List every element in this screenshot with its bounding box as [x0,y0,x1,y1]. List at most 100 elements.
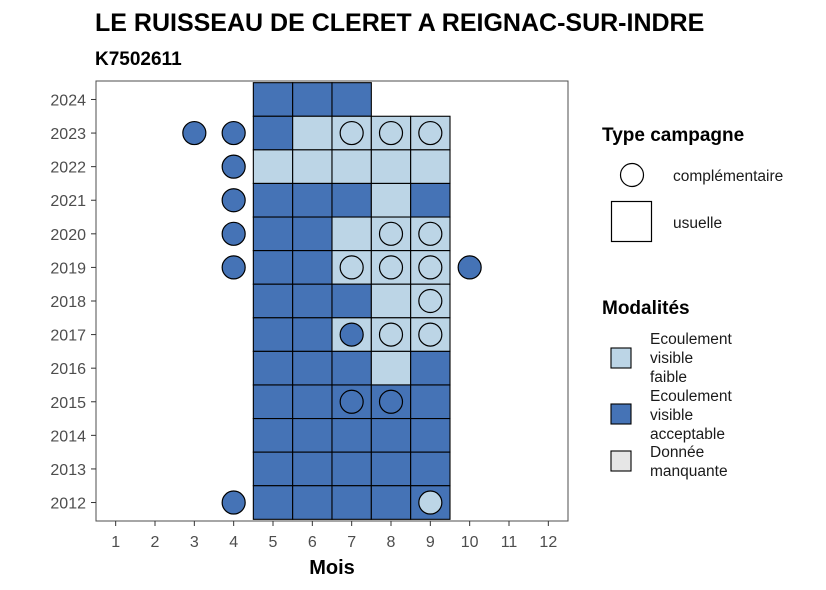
point-2012-9 [418,490,443,515]
y-tick-label-2017: 2017 [50,328,86,345]
legend-label-faible-1: Ecoulement [650,331,733,348]
tile-2023-6 [292,115,333,151]
y-tick-label-2018: 2018 [50,294,86,311]
tile-2016-5 [252,350,294,386]
tile-2013-8 [370,451,412,487]
legend-type-campagne: Type campagne complémentaire usuelle [602,125,783,243]
legend-label-manquante-1: Donnée [650,444,704,461]
legend-key-acceptable [610,403,632,425]
tile-2014-5 [252,418,294,453]
tile-2021-6 [292,182,333,218]
point-2012-4 [221,490,246,515]
x-tick-label-1: 1 [111,534,120,551]
tile-2015-6 [292,384,333,420]
tile-2012-6 [292,485,333,520]
point-2018-9 [418,288,443,314]
point-2019-10 [457,255,482,280]
tile-2022-6 [292,149,333,184]
tile-2023-5 [252,115,294,151]
legend-label-complementaire: complémentaire [673,168,783,185]
point-2019-4 [221,255,246,280]
legend-modalites-title: Modalités [602,298,690,319]
legend-label-usuelle: usuelle [673,215,722,232]
tile-2024-5 [252,82,294,117]
tile-2013-6 [292,451,333,487]
legend-label-manquante-2: manquante [650,463,728,480]
point-2023-3 [182,120,207,146]
y-tick-label-2013: 2013 [50,462,86,479]
legend-label-faible-3: faible [650,369,687,386]
tile-2022-9 [410,149,451,184]
y-tick-label-2021: 2021 [50,193,86,210]
tile-2017-6 [292,317,333,352]
tile-2015-9 [410,384,451,420]
x-axis-title: Mois [309,557,355,579]
x-tick-label-11: 11 [501,534,518,551]
x-tick-label-8: 8 [387,534,396,551]
legend-label-acceptable-2: visible [650,407,693,424]
y-tick-label-2022: 2022 [50,160,86,177]
tile-2012-7 [331,485,372,520]
point-2023-8 [378,120,404,146]
tile-2013-9 [410,451,451,487]
tile-2018-7 [331,283,372,319]
tile-2016-7 [331,350,372,386]
legend-circle-key [619,162,645,188]
legend-label-acceptable-3: acceptable [650,426,725,443]
tile-2020-6 [292,216,333,252]
tile-2016-6 [292,350,333,386]
tile-2016-8 [370,350,412,386]
tile-2024-6 [292,82,333,117]
y-tick-label-2020: 2020 [50,227,86,244]
y-tick-label-2019: 2019 [50,260,86,277]
x-tick-label-6: 6 [308,534,317,551]
tile-2012-8 [370,485,412,520]
tile-2018-8 [370,283,412,319]
x-tick-label-9: 9 [426,534,435,551]
y-axis: 2012 2013 2014 2015 2016 2017 2018 2019 2020 2021… [50,92,96,513]
tile-2016-9 [410,350,451,386]
y-tick-label-2015: 2015 [50,395,86,412]
tile-2019-6 [292,250,333,285]
tile-2020-5 [252,216,294,252]
legend-modalites: Modalités Ecoulement visible faible Ecou… [602,298,733,480]
tile-2014-8 [370,418,412,453]
tile-2022-8 [370,149,412,184]
tile-2021-9 [410,182,451,218]
point-2017-7 [339,322,364,347]
tile-2019-5 [252,250,294,285]
point-2019-7 [339,255,364,280]
x-tick-label-10: 10 [461,534,479,551]
point-2023-9 [418,120,443,146]
y-tick-label-2016: 2016 [50,361,86,378]
tile-2021-8 [370,182,412,218]
x-tick-label-12: 12 [539,534,557,551]
tile-2014-9 [410,418,451,453]
point-2021-4 [221,188,246,213]
point-2019-8 [378,255,404,280]
point-2017-9 [418,322,443,347]
x-tick-label-3: 3 [190,534,199,551]
tile-2017-5 [252,317,294,352]
y-tick-label-2014: 2014 [50,428,86,445]
point-2020-4 [221,221,246,246]
x-tick-label-4: 4 [229,534,238,551]
point-2020-9 [418,221,443,246]
point-2023-4 [221,120,246,146]
tile-2020-7 [331,216,372,252]
x-tick-label-5: 5 [269,534,278,551]
tile-2018-5 [252,283,294,319]
x-tick-label-2: 2 [151,534,160,551]
tile-2014-6 [292,418,333,453]
legend-label-faible-2: visible [650,350,693,367]
y-tick-label-2024: 2024 [50,92,86,109]
point-2015-7 [339,389,364,414]
point-2015-8 [378,389,404,414]
tile-2014-7 [331,418,372,453]
x-axis: 1 2 3 4 5 6 7 8 9 10 11 12 [111,521,557,551]
tile-2018-6 [292,283,333,319]
tile-2024-7 [331,82,372,117]
legend-label-acceptable-1: Ecoulement [650,388,733,405]
legend-key-manquante [610,450,632,472]
legend-square-key [610,200,653,243]
